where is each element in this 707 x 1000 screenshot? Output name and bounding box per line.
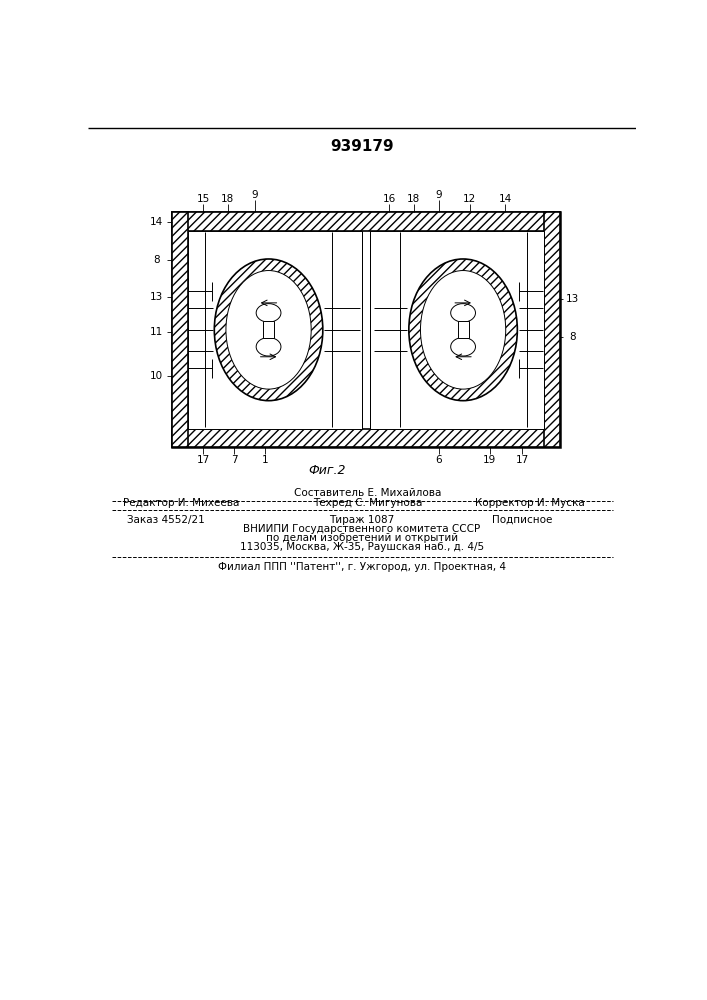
Bar <box>172 429 559 447</box>
Text: 18: 18 <box>407 194 421 204</box>
Text: 13: 13 <box>150 292 163 302</box>
Bar <box>172 212 559 447</box>
Ellipse shape <box>214 259 323 401</box>
Text: по делам изобретений и открытий: по делам изобретений и открытий <box>266 533 458 543</box>
Text: 8: 8 <box>153 255 160 265</box>
Text: Техред С. Мигунова: Техред С. Мигунова <box>312 498 422 508</box>
Text: Корректор И. Муска: Корректор И. Муска <box>475 498 585 508</box>
Ellipse shape <box>226 271 311 389</box>
Text: 17: 17 <box>197 455 210 465</box>
Text: 9: 9 <box>252 190 258 200</box>
Text: 939179: 939179 <box>330 139 394 154</box>
Text: 1: 1 <box>262 455 269 465</box>
Text: 19: 19 <box>483 455 496 465</box>
Text: 10: 10 <box>150 371 163 381</box>
Ellipse shape <box>409 259 518 401</box>
Bar <box>370 231 544 429</box>
Text: 14: 14 <box>498 194 512 204</box>
Text: Подписное: Подписное <box>492 515 553 525</box>
Text: Редактор И. Михеева: Редактор И. Михеева <box>123 498 240 508</box>
Text: Заказ 4552/21: Заказ 4552/21 <box>127 515 205 525</box>
Bar <box>263 321 274 338</box>
Text: 14: 14 <box>150 217 163 227</box>
Text: 12: 12 <box>463 194 477 204</box>
Bar <box>544 212 559 447</box>
Bar <box>187 231 362 429</box>
Text: 8: 8 <box>569 332 576 342</box>
Text: 7: 7 <box>230 455 238 465</box>
Text: Тираж 1087: Тираж 1087 <box>329 515 395 525</box>
Text: Составитель Е. Михайлова: Составитель Е. Михайлова <box>293 488 441 498</box>
Bar <box>172 212 187 447</box>
Text: Филиал ППП ''Патент'', г. Ужгород, ул. Проектная, 4: Филиал ППП ''Патент'', г. Ужгород, ул. П… <box>218 562 506 572</box>
Text: Фиг.2: Фиг.2 <box>308 464 346 477</box>
Text: 16: 16 <box>382 194 396 204</box>
Text: 6: 6 <box>436 455 442 465</box>
Text: 17: 17 <box>515 455 529 465</box>
Bar <box>172 212 559 231</box>
Text: 18: 18 <box>221 194 235 204</box>
Bar <box>457 321 469 338</box>
Text: 15: 15 <box>197 194 210 204</box>
Text: 13: 13 <box>566 294 579 304</box>
Text: 9: 9 <box>436 190 442 200</box>
Text: ВНИИПИ Государственного комитета СССР: ВНИИПИ Государственного комитета СССР <box>243 524 481 534</box>
Text: 113035, Москва, Ж-35, Раушская наб., д. 4/5: 113035, Москва, Ж-35, Раушская наб., д. … <box>240 542 484 552</box>
Ellipse shape <box>421 271 506 389</box>
Text: 11: 11 <box>150 327 163 337</box>
